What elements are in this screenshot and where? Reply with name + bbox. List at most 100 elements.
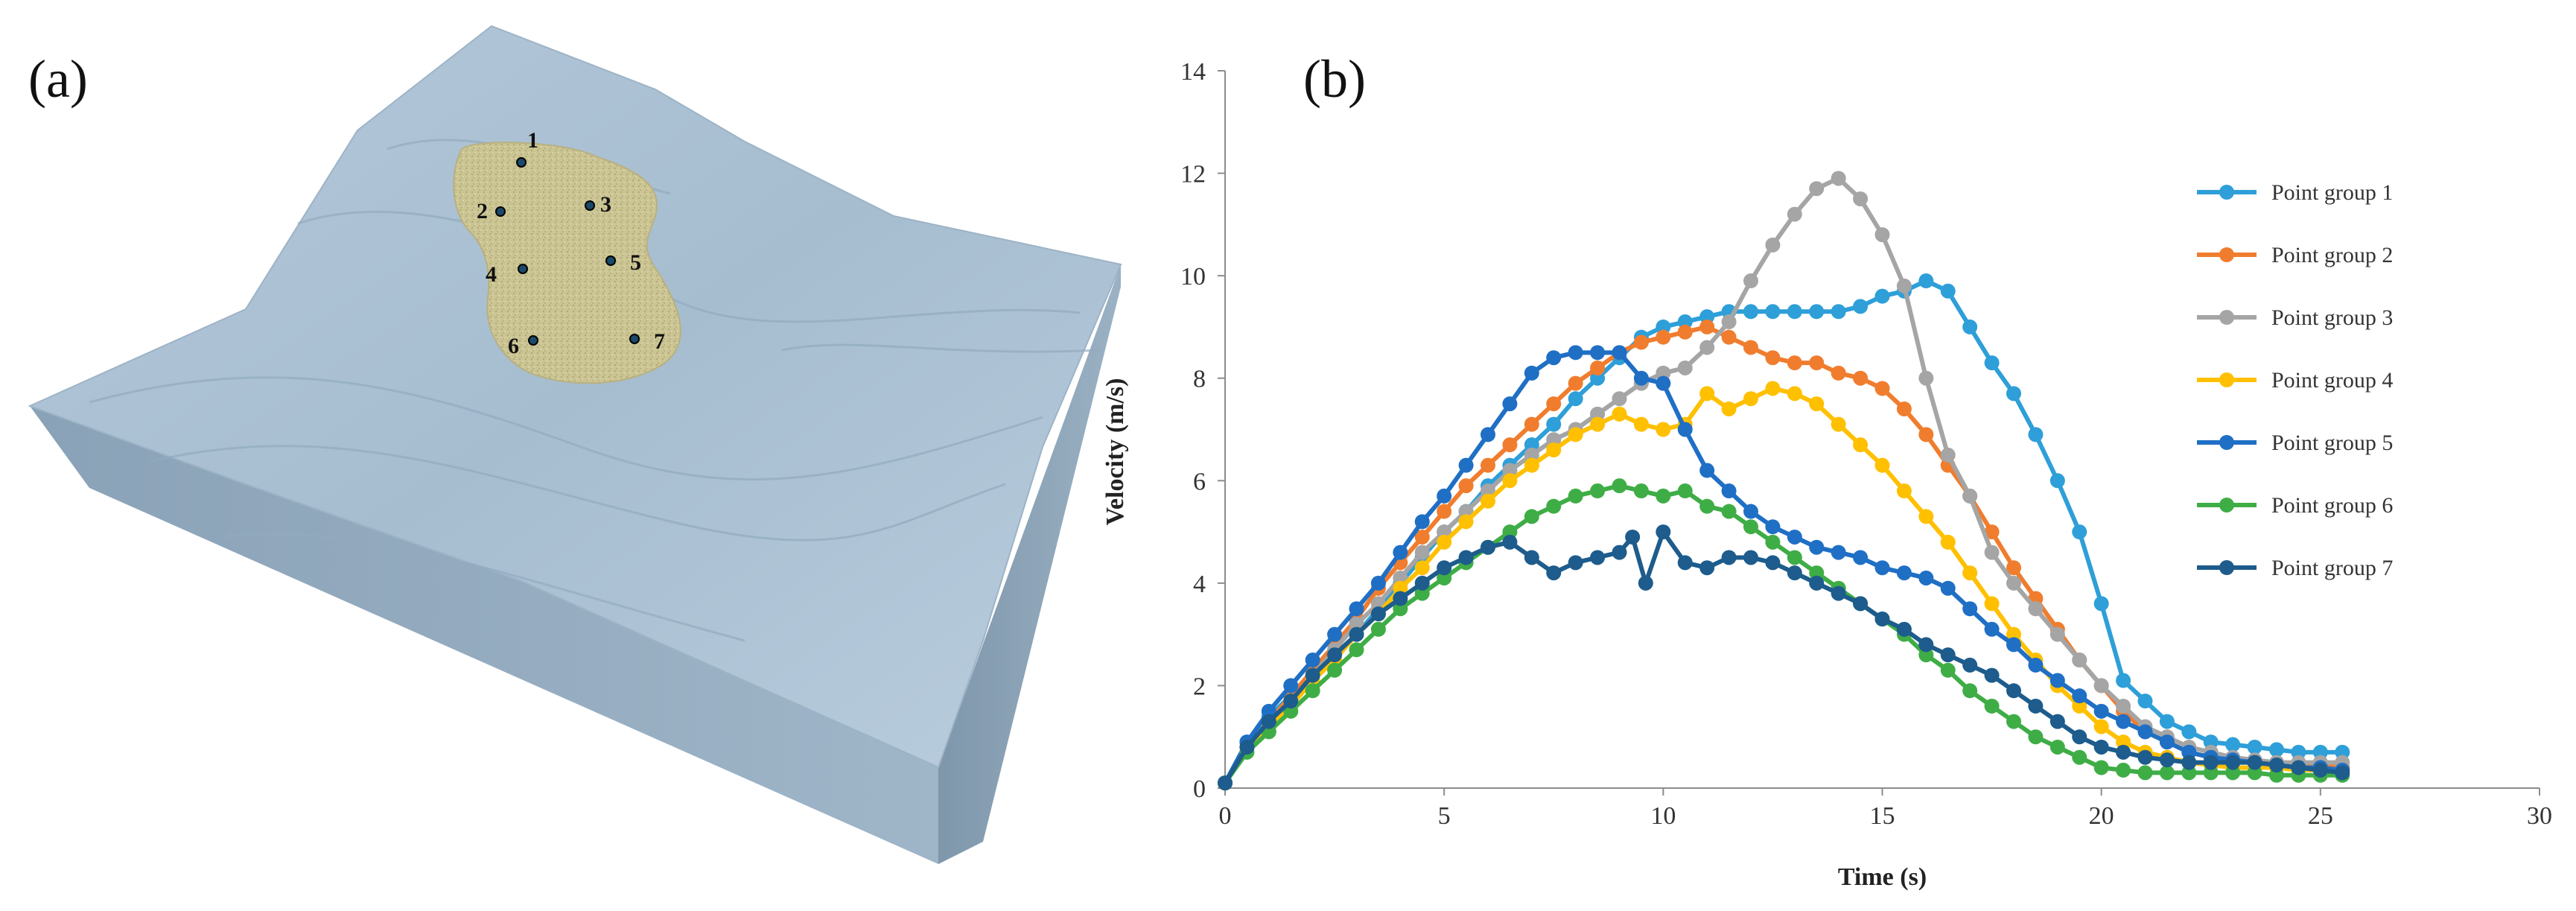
panel-a-label: (a)	[28, 49, 88, 109]
data-point	[1656, 365, 1671, 381]
data-point	[1918, 637, 1934, 653]
data-point	[1918, 273, 1934, 289]
x-tick-label: 30	[2527, 802, 2552, 830]
data-point	[2049, 673, 2065, 688]
data-point	[1677, 555, 1693, 571]
data-point	[1524, 457, 1539, 473]
data-point	[1327, 647, 1343, 663]
data-point	[2049, 714, 2065, 729]
data-point	[1633, 483, 1649, 499]
data-point	[1590, 416, 1606, 432]
series-line	[1223, 350, 2343, 784]
data-point	[2269, 742, 2284, 758]
data-point	[2225, 755, 2241, 770]
data-point	[1962, 565, 1978, 581]
data-point	[2093, 703, 2109, 719]
data-point	[1787, 550, 1802, 565]
point-label: 5	[630, 250, 641, 275]
data-point	[1874, 227, 1890, 243]
legend-swatch-marker	[2219, 247, 2234, 262]
data-point	[2116, 744, 2131, 760]
data-point	[1612, 345, 1627, 361]
data-point	[2006, 386, 2021, 401]
data-point	[1831, 171, 1846, 186]
data-point	[1984, 667, 2000, 683]
data-point	[1940, 283, 1956, 299]
data-point	[1370, 606, 1386, 622]
data-point	[1568, 375, 1583, 391]
data-point	[1918, 570, 1934, 585]
data-point	[1787, 565, 1802, 581]
data-point	[2093, 596, 2109, 612]
legend-item-5: Point group 5	[2197, 431, 2393, 455]
data-point	[2072, 698, 2087, 714]
data-point	[1656, 329, 1671, 345]
data-point	[1853, 299, 1869, 314]
data-point	[1962, 488, 1978, 504]
x-tick-label: 10	[1650, 802, 1676, 830]
data-point	[1699, 498, 1715, 514]
data-point	[1743, 519, 1758, 535]
data-point	[2225, 737, 2241, 752]
data-point	[1414, 585, 1430, 601]
data-point	[1524, 365, 1539, 381]
data-point	[1896, 401, 1912, 416]
terrain-top-surface	[28, 25, 1122, 769]
data-point	[2203, 755, 2219, 770]
data-point	[1633, 370, 1649, 386]
data-point	[2116, 762, 2131, 778]
data-point	[1305, 667, 1320, 683]
data-point	[1393, 591, 1408, 606]
data-point	[2181, 755, 2197, 770]
data-point	[1984, 545, 2000, 560]
data-point	[1327, 626, 1343, 642]
data-point	[1414, 560, 1430, 576]
monitor-point-3: 3	[585, 192, 611, 217]
monitor-point-1: 1	[516, 128, 538, 168]
legend-label: Point group 4	[2271, 368, 2393, 393]
data-point	[1940, 662, 1956, 678]
legend-swatch-marker	[2219, 372, 2234, 387]
monitor-point-4: 4	[486, 262, 528, 287]
data-point	[2006, 637, 2021, 653]
data-point	[2049, 739, 2065, 755]
data-point	[1874, 612, 1890, 627]
terrain-right-face	[938, 264, 1121, 864]
data-point	[2312, 744, 2328, 760]
data-point	[1546, 442, 1562, 458]
data-point	[1568, 488, 1583, 504]
data-point	[1787, 529, 1802, 545]
data-point	[1940, 447, 1956, 463]
x-tick-label: 0	[1219, 802, 1232, 830]
data-point	[2247, 755, 2262, 770]
data-point	[1437, 570, 1452, 585]
data-point	[1699, 340, 1715, 355]
y-tick-label: 14	[1180, 58, 1206, 86]
data-point	[1743, 273, 1758, 289]
data-point	[1984, 621, 2000, 637]
x-tick-label: 20	[2089, 802, 2114, 830]
legend-item-1: Point group 1	[2197, 180, 2393, 205]
data-point	[1524, 416, 1539, 432]
data-point	[1327, 662, 1343, 678]
data-point	[1218, 775, 1233, 791]
data-point	[1809, 539, 1825, 555]
data-point	[1853, 596, 1869, 612]
data-point	[1349, 626, 1364, 642]
data-point	[1699, 560, 1715, 576]
data-point	[1831, 365, 1846, 381]
data-point	[1656, 524, 1671, 540]
data-point	[2028, 427, 2044, 442]
data-point	[1831, 545, 1846, 560]
chart-series	[1218, 171, 2350, 791]
data-point	[1546, 432, 1562, 448]
series-line	[1223, 176, 2343, 784]
data-point	[1984, 596, 2000, 612]
data-point	[2006, 626, 2021, 642]
data-point	[1305, 653, 1320, 668]
data-point	[1874, 381, 1890, 396]
data-point	[1896, 621, 1912, 637]
data-point	[1656, 319, 1671, 334]
legend-item-3: Point group 3	[2197, 305, 2393, 330]
data-point	[1677, 324, 1693, 340]
